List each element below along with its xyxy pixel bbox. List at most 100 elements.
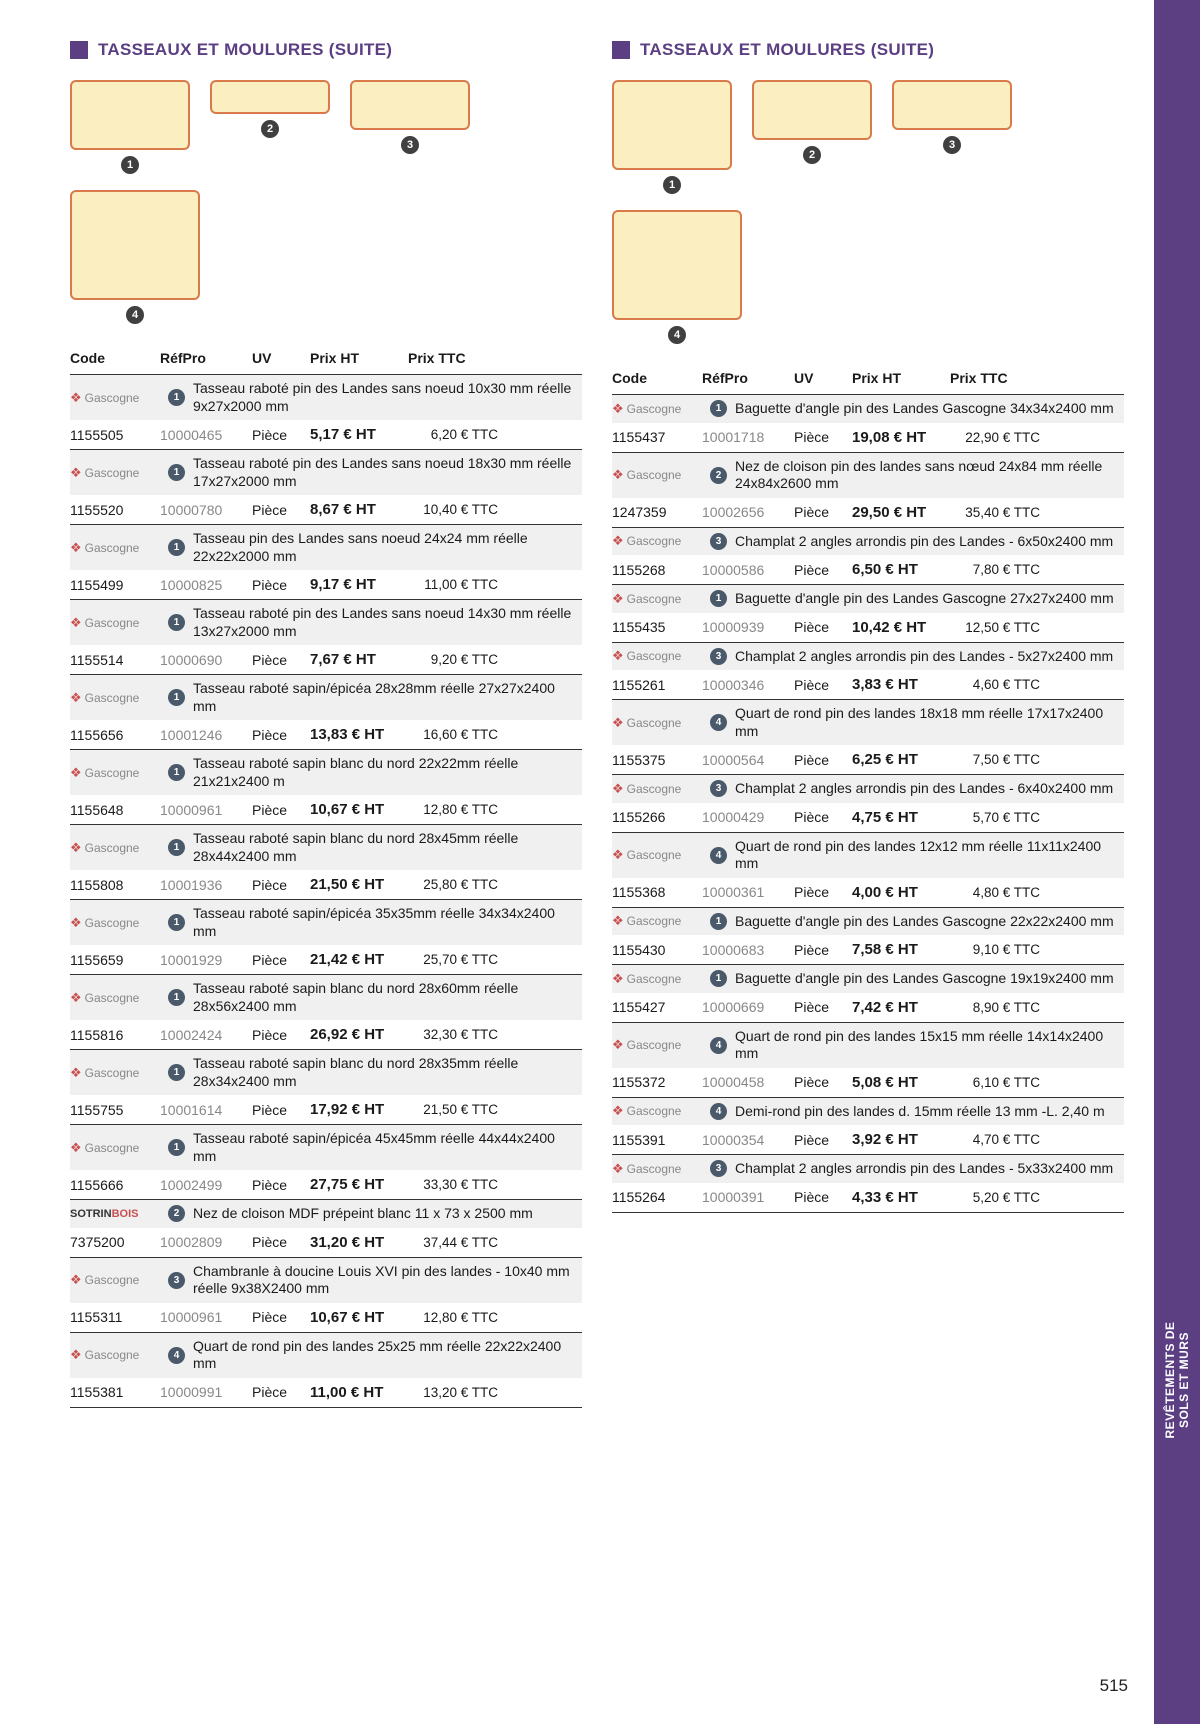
illustration-item: 4	[70, 190, 200, 324]
cell-code: 1155381	[70, 1384, 160, 1400]
cell-uv: Pièce	[794, 619, 852, 635]
cell-ht: 10,67 € HT	[310, 1309, 408, 1326]
product-group: Gascogne1Tasseau raboté pin des Landes s…	[70, 375, 582, 450]
cell-uv: Pièce	[794, 752, 852, 768]
type-badge: 3	[710, 533, 727, 550]
cell-code: 1155755	[70, 1102, 160, 1118]
illustration-badge: 4	[126, 306, 144, 324]
description-row: Gascogne1Tasseau raboté pin des Landes s…	[70, 375, 582, 420]
description-row: Gascogne1Tasseau raboté sapin/épicéa 28x…	[70, 675, 582, 720]
product-description: Tasseau raboté pin des Landes sans noeud…	[193, 455, 582, 490]
price-row: 115526610000429Pièce4,75 € HT5,70 € TTC	[612, 803, 1124, 832]
product-description: Champlat 2 angles arrondis pin des Lande…	[735, 533, 1124, 551]
product-description: Tasseau pin des Landes sans noeud 24x24 …	[193, 530, 582, 565]
cell-code: 1155808	[70, 877, 160, 893]
type-badge: 1	[168, 539, 185, 556]
brand-gascogne: Gascogne	[612, 971, 702, 987]
price-row: 115536810000361Pièce4,00 € HT4,80 € TTC	[612, 878, 1124, 907]
brand-gascogne: Gascogne	[612, 648, 702, 664]
product-group: Gascogne1Tasseau raboté pin des Landes s…	[70, 450, 582, 525]
col-uv: UV	[794, 370, 852, 386]
description-row: Gascogne1Tasseau raboté sapin/épicéa 45x…	[70, 1125, 582, 1170]
product-group: Gascogne4Quart de rond pin des landes 18…	[612, 700, 1124, 775]
price-row: 115543510000939Pièce10,42 € HT12,50 € TT…	[612, 613, 1124, 642]
product-group: Gascogne3Chambranle à doucine Louis XVI …	[70, 1258, 582, 1333]
cell-ref: 10001246	[160, 727, 252, 743]
type-badge: 3	[168, 1272, 185, 1289]
type-badge: 1	[168, 1139, 185, 1156]
product-description: Quart de rond pin des landes 18x18 mm ré…	[735, 705, 1124, 740]
cell-uv: Pièce	[794, 809, 852, 825]
description-row: Gascogne1Baguette d'angle pin des Landes…	[612, 395, 1124, 423]
cell-ht: 9,17 € HT	[310, 576, 408, 593]
wood-shape-icon	[612, 80, 732, 170]
cell-ht: 3,92 € HT	[852, 1131, 950, 1148]
brand-gascogne: Gascogne	[612, 781, 702, 797]
brand-sotrinbois: SOTRINBOIS	[70, 1208, 160, 1220]
section-title-left: TASSEAUX ET MOULURES (SUITE)	[70, 40, 582, 60]
product-description: Tasseau raboté sapin blanc du nord 28x35…	[193, 1055, 582, 1090]
cell-uv: Pièce	[794, 942, 852, 958]
product-group: Gascogne1Tasseau raboté sapin blanc du n…	[70, 1050, 582, 1125]
cell-ht: 5,17 € HT	[310, 426, 408, 443]
price-row: 115575510001614Pièce17,92 € HT21,50 € TT…	[70, 1095, 582, 1124]
description-row: Gascogne1Tasseau raboté sapin/épicéa 35x…	[70, 900, 582, 945]
cell-ttc: 4,60 € TTC	[950, 677, 1040, 692]
cell-ht: 6,50 € HT	[852, 561, 950, 578]
cell-code: 1155437	[612, 429, 702, 445]
cell-uv: Pièce	[252, 502, 310, 518]
illustration-item: 3	[350, 80, 470, 174]
wood-shape-icon	[612, 210, 742, 320]
illustration-badge: 1	[663, 176, 681, 194]
cell-uv: Pièce	[252, 1177, 310, 1193]
product-group: Gascogne1Tasseau raboté sapin/épicéa 45x…	[70, 1125, 582, 1200]
cell-ht: 17,92 € HT	[310, 1101, 408, 1118]
cell-ref: 10001614	[160, 1102, 252, 1118]
product-description: Quart de rond pin des landes 25x25 mm ré…	[193, 1338, 582, 1373]
illustration-badge: 3	[401, 136, 419, 154]
cell-ht: 3,83 € HT	[852, 676, 950, 693]
cell-ref: 10002499	[160, 1177, 252, 1193]
product-group: Gascogne2Nez de cloison pin des landes s…	[612, 453, 1124, 528]
table-header-right: Code RéfPro UV Prix HT Prix TTC	[612, 360, 1124, 395]
cell-ttc: 37,44 € TTC	[408, 1235, 498, 1250]
price-row: 115543710001718Pièce19,08 € HT22,90 € TT…	[612, 423, 1124, 452]
price-row: 115537210000458Pièce5,08 € HT6,10 € TTC	[612, 1068, 1124, 1097]
type-badge: 1	[710, 970, 727, 987]
illustration-badge: 3	[943, 136, 961, 154]
cell-ref: 10000961	[160, 1309, 252, 1325]
cell-ht: 5,08 € HT	[852, 1074, 950, 1091]
cell-code: 1155372	[612, 1074, 702, 1090]
brand-gascogne: Gascogne	[70, 390, 160, 406]
cell-ttc: 35,40 € TTC	[950, 505, 1040, 520]
cell-uv: Pièce	[252, 427, 310, 443]
cell-code: 1247359	[612, 504, 702, 520]
cell-ttc: 7,80 € TTC	[950, 562, 1040, 577]
cell-code: 1155499	[70, 577, 160, 593]
right-column: TASSEAUX ET MOULURES (SUITE) 123 4 Code …	[612, 40, 1124, 1684]
cell-code: 1155391	[612, 1132, 702, 1148]
col-uv: UV	[252, 350, 310, 366]
type-badge: 1	[168, 464, 185, 481]
brand-gascogne: Gascogne	[70, 540, 160, 556]
cell-ttc: 22,90 € TTC	[950, 430, 1040, 445]
cell-code: 1155311	[70, 1309, 160, 1325]
cell-ref: 10001929	[160, 952, 252, 968]
product-group: Gascogne3Champlat 2 angles arrondis pin …	[612, 775, 1124, 833]
product-description: Baguette d'angle pin des Landes Gascogne…	[735, 590, 1124, 608]
cell-code: 1155659	[70, 952, 160, 968]
illustration-item: 2	[210, 80, 330, 174]
cell-code: 1155264	[612, 1189, 702, 1205]
price-row: 115542710000669Pièce7,42 € HT8,90 € TTC	[612, 993, 1124, 1022]
type-badge: 1	[710, 400, 727, 417]
product-group: Gascogne3Champlat 2 angles arrondis pin …	[612, 1155, 1124, 1213]
type-badge: 1	[168, 914, 185, 931]
brand-gascogne: Gascogne	[612, 715, 702, 731]
illustration-item: 1	[612, 80, 732, 194]
cell-ref: 10000391	[702, 1189, 794, 1205]
section-title-right: TASSEAUX ET MOULURES (SUITE)	[612, 40, 1124, 60]
product-description: Champlat 2 angles arrondis pin des Lande…	[735, 1160, 1124, 1178]
cell-ref: 10000991	[160, 1384, 252, 1400]
price-row: 737520010002809Pièce31,20 € HT37,44 € TT…	[70, 1228, 582, 1257]
product-group: Gascogne1Tasseau raboté sapin blanc du n…	[70, 750, 582, 825]
